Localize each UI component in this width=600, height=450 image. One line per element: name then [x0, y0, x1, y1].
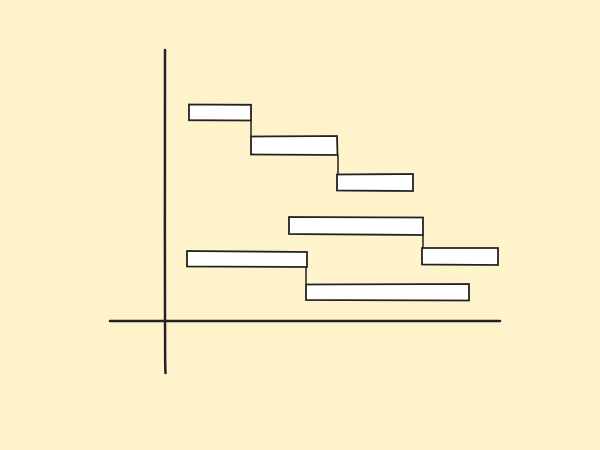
axes	[108, 48, 502, 375]
task-bar-6	[186, 250, 308, 268]
task-bar-2	[250, 135, 339, 156]
task-bar-7	[305, 283, 470, 302]
task-bar-1	[188, 103, 252, 122]
task-bar-4	[288, 216, 424, 236]
task-bar-3	[336, 173, 414, 192]
task-bar-5	[421, 247, 499, 266]
dependency-connectors	[250, 120, 424, 285]
y-axis	[163, 48, 167, 375]
task-bars	[186, 103, 499, 302]
